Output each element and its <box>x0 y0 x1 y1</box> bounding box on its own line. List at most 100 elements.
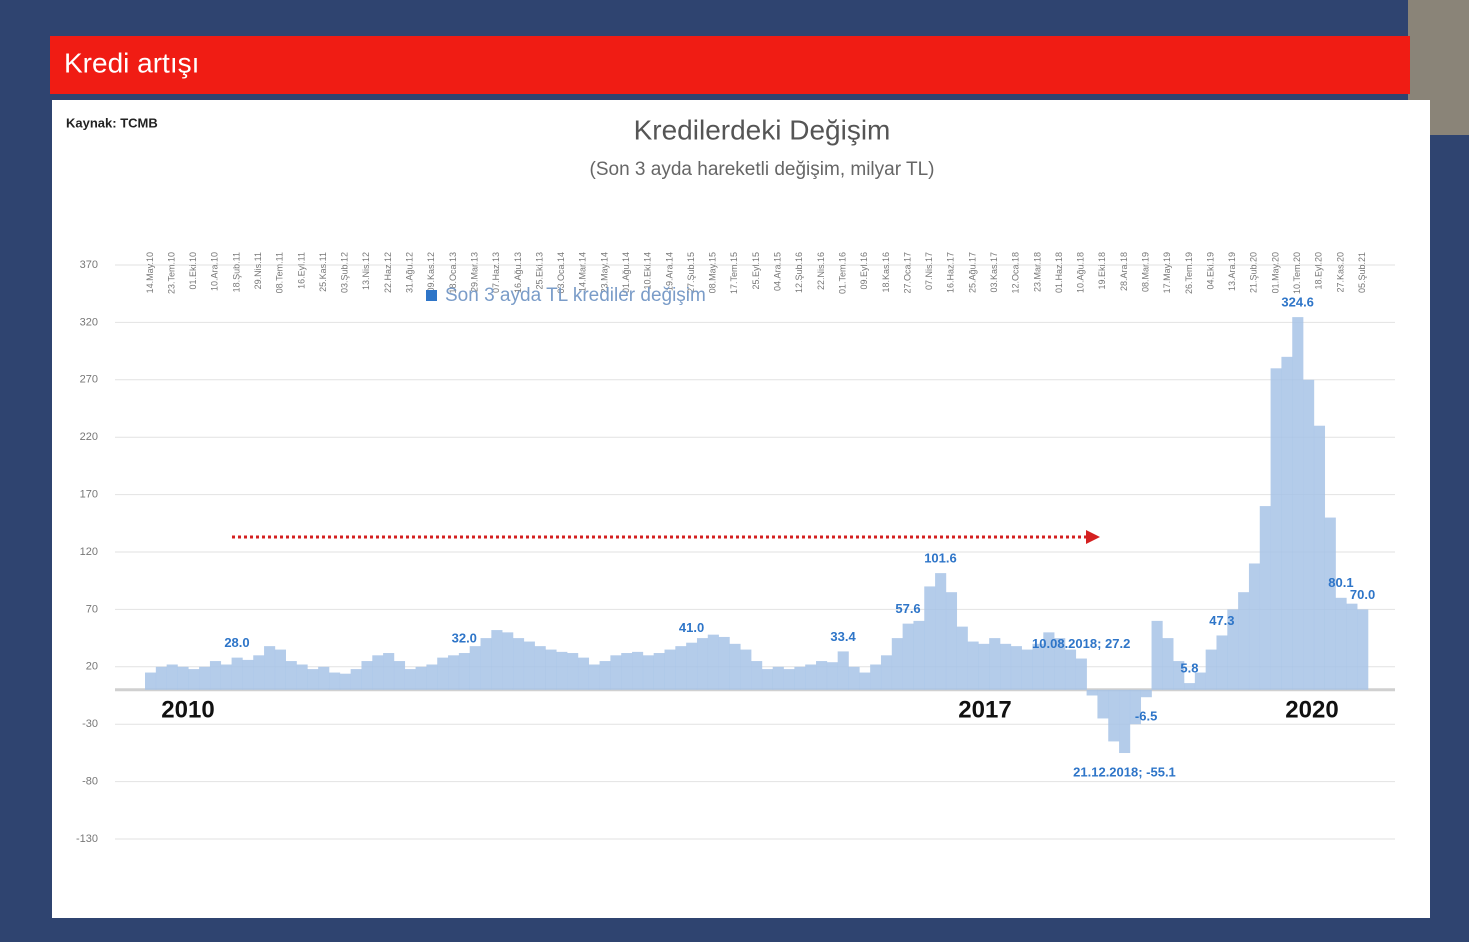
arrow-head <box>1086 530 1100 544</box>
legend-swatch <box>426 290 437 301</box>
bar <box>458 653 470 690</box>
x-tick-label: 19.Ara.14 <box>664 252 674 291</box>
bar <box>339 673 351 690</box>
data-label: 57.6 <box>895 601 920 616</box>
bar <box>1292 317 1304 690</box>
y-tick-label: 70 <box>86 603 98 615</box>
x-tick-label: 07.Haz.13 <box>491 252 501 293</box>
x-tick-label: 03.Şub.12 <box>340 252 350 293</box>
year-label: 2020 <box>1285 696 1338 723</box>
x-tick-label: 08.May.15 <box>708 252 718 293</box>
bar <box>805 664 817 690</box>
header-title: Kredi artışı <box>64 47 199 78</box>
x-tick-label: 12.Şub.16 <box>794 252 804 293</box>
data-label: 41.0 <box>679 620 704 635</box>
bar <box>891 638 903 690</box>
x-tick-label: 14.Mar.14 <box>578 252 588 292</box>
source: Kaynak: TCMB <box>66 115 158 130</box>
x-tick-label: 25.Ağu.17 <box>967 252 977 293</box>
x-tick-label: 05.Şub.21 <box>1357 252 1367 293</box>
bar <box>1216 635 1228 690</box>
x-tick-label: 01.Ağu.14 <box>621 252 631 293</box>
bar <box>1075 658 1087 690</box>
bar <box>1064 649 1077 690</box>
bar <box>383 653 395 690</box>
bar <box>556 651 568 690</box>
y-tick-label: 170 <box>80 489 98 501</box>
x-tick-label: 01.Tem.16 <box>837 252 847 294</box>
bar <box>1000 643 1012 690</box>
bar <box>155 666 167 690</box>
x-tick-label: 10.Tem.20 <box>1292 252 1302 294</box>
bar <box>859 672 871 690</box>
bar <box>523 641 535 690</box>
x-tick-label: 19.Eki.18 <box>1097 252 1107 290</box>
x-tick-label: 13.Ara.19 <box>1227 252 1237 291</box>
x-tick-label: 08.Tem.11 <box>275 252 285 293</box>
bar <box>956 626 968 690</box>
bar <box>880 655 893 690</box>
x-tick-label: 01.May.20 <box>1270 252 1280 293</box>
bar <box>188 669 200 690</box>
x-tick-label: 28.Ara.18 <box>1119 252 1129 291</box>
x-tick-label: 31.Ağu.12 <box>405 252 415 293</box>
bar <box>491 630 503 690</box>
y-tick-label: 220 <box>80 431 98 443</box>
x-tick-label: 01.Eki.10 <box>188 252 198 290</box>
chart-subtitle: (Son 3 ayda hareketli değişim, milyar TL… <box>590 159 935 180</box>
bar <box>1097 689 1109 719</box>
y-tick-label: 20 <box>86 661 98 673</box>
x-tick-label: 01.Haz.18 <box>1054 252 1064 293</box>
bar <box>1324 517 1336 690</box>
bar <box>696 638 709 690</box>
bar <box>902 623 914 690</box>
data-label: 47.3 <box>1209 613 1234 628</box>
chart-panel <box>52 100 1430 918</box>
bar <box>632 651 644 690</box>
y-tick-label: -130 <box>76 833 98 845</box>
bar <box>870 664 882 690</box>
bar <box>502 632 514 690</box>
bar <box>1032 643 1044 690</box>
bar <box>1010 646 1022 690</box>
bar <box>1194 672 1206 690</box>
data-label: 21.12.2018; -55.1 <box>1073 764 1176 779</box>
bar <box>675 646 687 690</box>
bar <box>751 661 763 690</box>
bar <box>1119 689 1131 754</box>
bar <box>1281 356 1293 690</box>
x-tick-label: 27.Kas.20 <box>1335 252 1345 293</box>
bar <box>653 653 665 690</box>
bar <box>285 661 297 690</box>
x-tick-label: 18.Oca.13 <box>448 252 458 294</box>
x-tick-label: 09.Eyl.16 <box>859 252 869 290</box>
y-tick-label: -30 <box>82 718 98 730</box>
bar <box>1151 620 1163 690</box>
bar <box>512 638 525 690</box>
bar <box>783 669 795 690</box>
data-label: 10.08.2018; 27.2 <box>1032 636 1130 651</box>
data-label: 32.0 <box>452 630 477 645</box>
bar <box>361 661 373 690</box>
x-tick-label: 26.Tem.19 <box>1184 252 1194 294</box>
x-tick-label: 18.Kas.16 <box>881 252 891 293</box>
bar <box>945 592 958 690</box>
bar <box>1313 425 1326 690</box>
bar <box>967 641 979 690</box>
bar <box>816 661 828 690</box>
bar <box>1248 563 1261 690</box>
x-tick-label: 09.Kas.12 <box>426 252 436 293</box>
data-label: 80.1 <box>1328 575 1353 590</box>
x-tick-label: 27.Oca.17 <box>902 252 912 294</box>
x-tick-label: 29.Nis.11 <box>253 252 263 289</box>
bar <box>328 672 341 690</box>
bar <box>1259 506 1271 690</box>
year-label: 2017 <box>958 696 1011 723</box>
bar <box>404 669 416 690</box>
bar <box>588 664 600 690</box>
x-tick-label: 18.Şub.11 <box>231 252 241 292</box>
x-tick-label: 23.Mar.18 <box>1032 252 1042 292</box>
x-tick-label: 17.May.19 <box>1162 252 1172 293</box>
